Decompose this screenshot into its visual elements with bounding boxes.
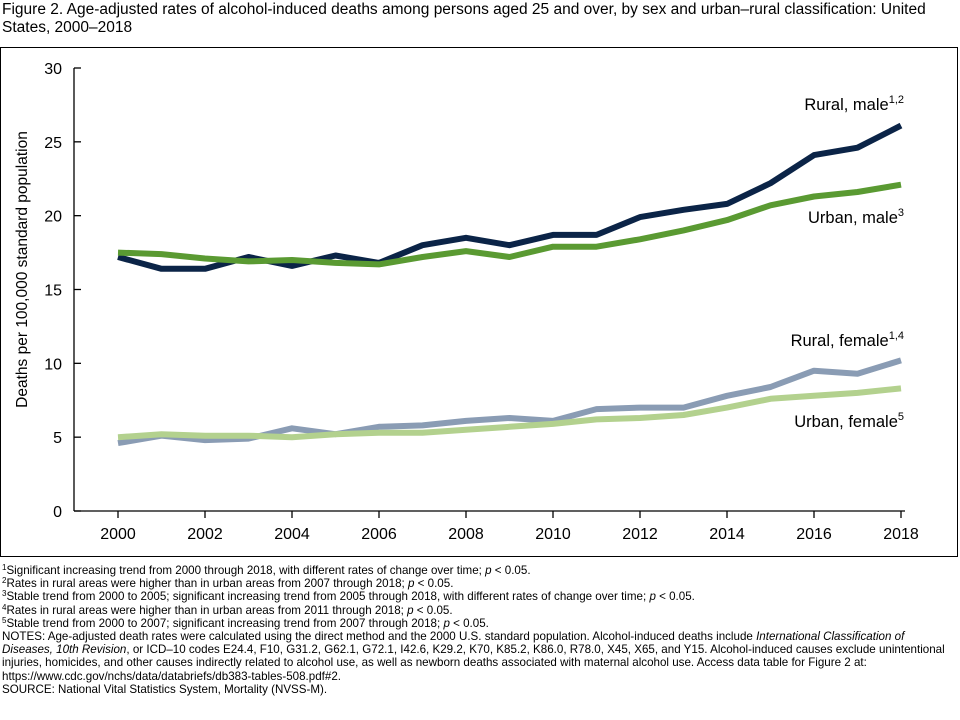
y-ticks: 0 5 10 15 20 25 30 (44, 61, 81, 521)
x-tick-label: 2012 (622, 526, 658, 543)
footnote-text: Rates in rural areas were higher than in… (6, 577, 408, 591)
y-tick-label: 0 (53, 504, 62, 521)
series-line-urban-female (117, 385, 902, 441)
x-tick-label: 2018 (883, 526, 919, 543)
series-label-name: Rural, male (804, 96, 888, 114)
footnote-text: Significant increasing trend from 2000 t… (6, 564, 486, 577)
footnote-tail: < 0.05. (655, 590, 695, 604)
notes-text-2: , or ICD–10 codes E24.4, F10, G31.2, G62… (2, 643, 945, 683)
series-label-urban-female: Urban, female5 (794, 411, 904, 431)
footnote-p: p (485, 564, 492, 577)
footnote-tail: < 0.05. (414, 577, 454, 591)
y-tick-label: 30 (44, 61, 62, 78)
x-tick-label: 2004 (274, 526, 310, 543)
x-tick-label: 2010 (535, 526, 571, 543)
footnote-tail: < 0.05. (413, 603, 453, 617)
y-axis-label: Deaths per 100,000 standard population (14, 131, 31, 408)
chart-axes (73, 68, 905, 512)
footnote-number: 4 (2, 602, 7, 612)
series-label-rural-female: Rural, female1,4 (791, 330, 904, 350)
footnote-p: p (649, 590, 656, 604)
footnote-p: p (443, 616, 450, 630)
series-label-name: Urban, male (808, 209, 898, 227)
footnote-number: 2 (2, 576, 7, 586)
series-label-urban-male: Urban, male3 (808, 207, 904, 227)
chart-series (117, 122, 903, 447)
y-tick-label: 20 (44, 209, 62, 226)
x-tick-label: 2008 (448, 526, 484, 543)
footnote-line: 3Stable trend from 2000 to 2005; signifi… (2, 589, 957, 604)
notes-paragraph: NOTES: Age-adjusted death rates were cal… (2, 630, 957, 683)
footnote-number: 5 (2, 615, 7, 625)
x-ticks: 2000 2002 2004 2006 2008 2010 2012 2014 2016 2018 (100, 511, 919, 543)
series-label-superscript: 1,2 (889, 94, 904, 106)
footnote-number: 3 (2, 589, 7, 599)
notes-text-1: NOTES: Age-adjusted death rates were cal… (2, 630, 757, 644)
footnote-list: 1Significant increasing trend from 2000 … (2, 564, 957, 630)
y-tick-label: 15 (44, 283, 62, 300)
footnote-p: p (407, 577, 415, 591)
notes-italic: International Classification of Diseases… (2, 630, 905, 657)
x-tick-label: 2014 (709, 526, 745, 543)
footnote-tail: < 0.05. (449, 616, 489, 630)
footnote-tail: < 0.05. (491, 564, 531, 577)
figure-title: Figure 2. Age-adjusted rates of alcohol-… (2, 1, 926, 36)
footnote-text: Rates in rural areas were higher than in… (6, 603, 408, 617)
series-label-superscript: 1,4 (889, 330, 904, 342)
footnote-line: 5Stable trend from 2000 to 2007; signifi… (2, 615, 957, 630)
footnote-line: 4Rates in rural areas were higher than i… (2, 602, 957, 617)
footnote-text: Stable trend from 2000 to 2005; signific… (6, 590, 650, 604)
series-label-name: Rural, female (791, 332, 889, 350)
footnotes: 1Significant increasing trend from 2000 … (2, 564, 957, 696)
footnote-line: 1Significant increasing trend from 2000 … (2, 563, 957, 578)
series-line-rural-female (117, 357, 902, 447)
x-tick-label: 2002 (187, 526, 223, 543)
source-line: SOURCE: National Vital Statistics System… (2, 682, 328, 696)
series-line-rural-male (117, 122, 903, 272)
line-chart: 0 5 10 15 20 25 30 2000 2002 2004 2006 2008 2010 201… (14, 61, 919, 543)
y-tick-label: 10 (44, 356, 62, 373)
footnote-number: 1 (2, 563, 7, 572)
footnote-text: Stable trend from 2000 to 2007; signific… (6, 616, 444, 630)
x-tick-label: 2006 (361, 526, 397, 543)
series-label-rural-male: Rural, male1,2 (804, 94, 904, 114)
y-tick-label: 5 (53, 430, 62, 447)
chart-frame: 0 5 10 15 20 25 30 2000 2002 2004 2006 2008 2010 201… (0, 47, 958, 557)
x-tick-label: 2000 (100, 526, 136, 543)
footnote-line: 2Rates in rural areas were higher than i… (2, 576, 957, 591)
series-label-superscript: 3 (898, 207, 904, 219)
series-label-name: Urban, female (794, 413, 898, 431)
x-tick-label: 2016 (796, 526, 832, 543)
series-line-urban-male (117, 181, 902, 268)
y-tick-label: 25 (44, 135, 62, 152)
footnote-p: p (407, 603, 414, 617)
series-label-superscript: 5 (898, 411, 904, 423)
